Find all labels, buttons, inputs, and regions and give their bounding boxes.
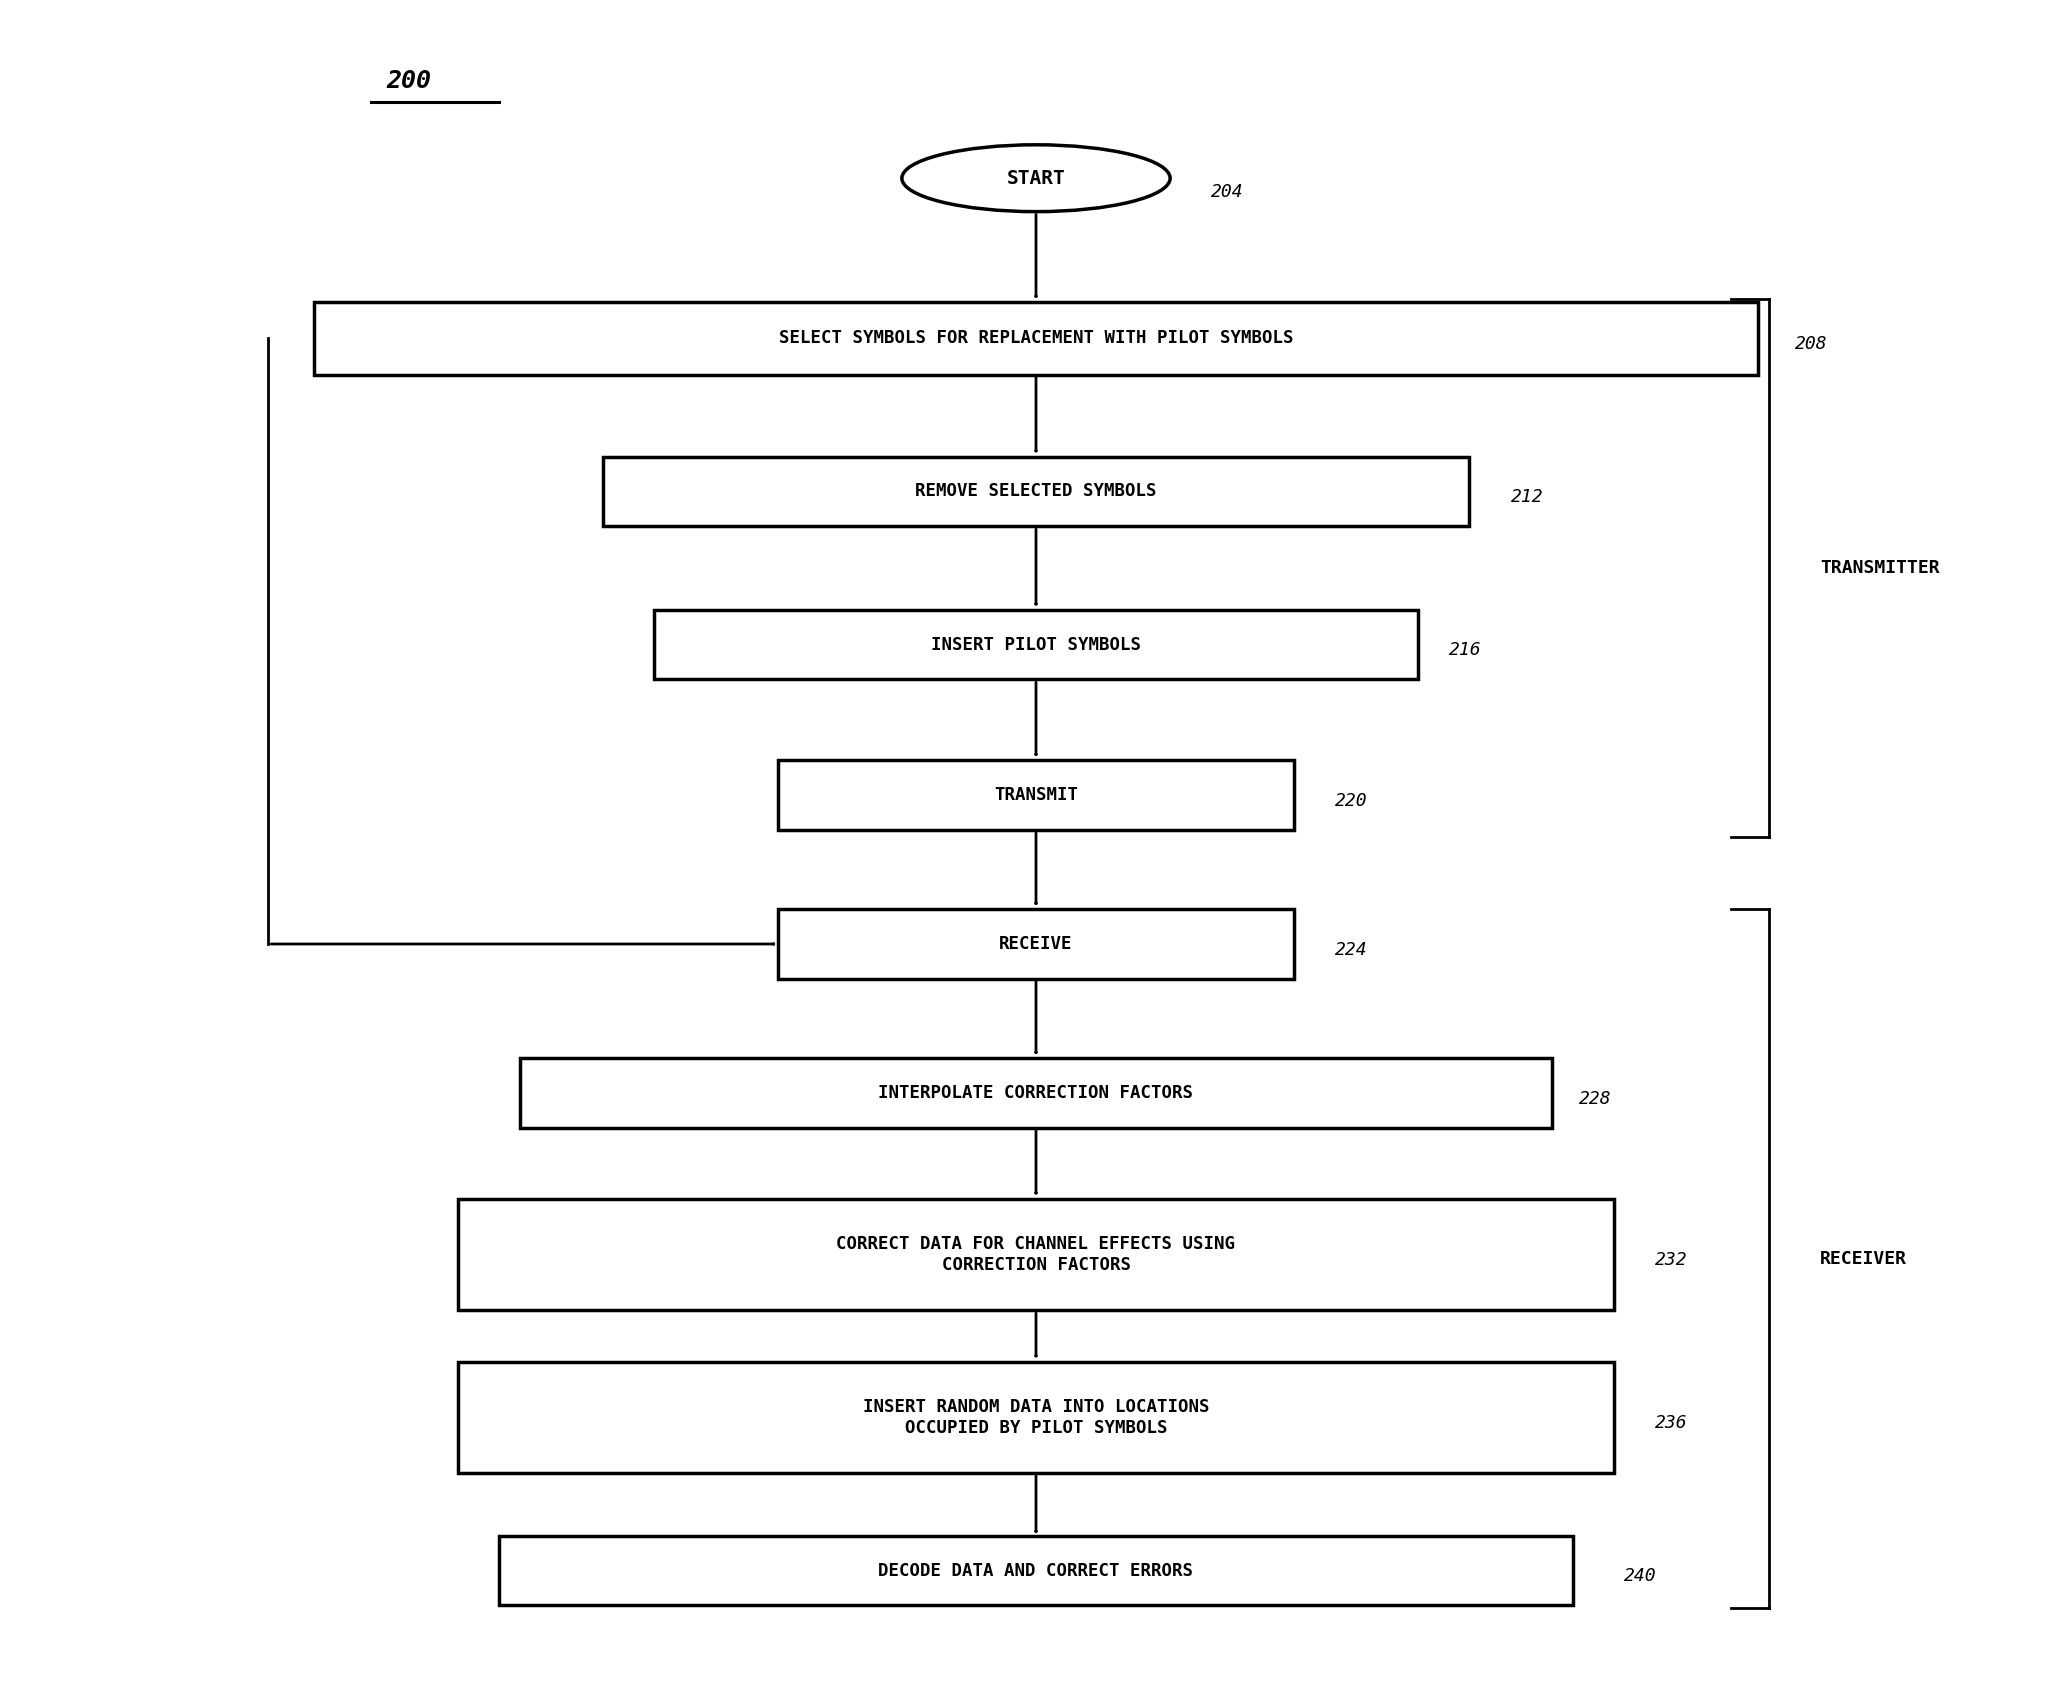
- Text: INTERPOLATE CORRECTION FACTORS: INTERPOLATE CORRECTION FACTORS: [879, 1084, 1193, 1103]
- FancyBboxPatch shape: [779, 910, 1293, 978]
- Text: TRANSMITTER: TRANSMITTER: [1819, 560, 1939, 577]
- Ellipse shape: [901, 145, 1171, 212]
- FancyBboxPatch shape: [779, 760, 1293, 830]
- Text: RECEIVER: RECEIVER: [1819, 1250, 1906, 1268]
- Text: 220: 220: [1334, 792, 1368, 809]
- Text: 200: 200: [385, 68, 431, 92]
- Text: 228: 228: [1579, 1089, 1612, 1108]
- Text: 224: 224: [1334, 941, 1368, 959]
- Text: RECEIVE: RECEIVE: [999, 935, 1073, 953]
- FancyBboxPatch shape: [458, 1362, 1614, 1473]
- Text: SELECT SYMBOLS FOR REPLACEMENT WITH PILOT SYMBOLS: SELECT SYMBOLS FOR REPLACEMENT WITH PILO…: [779, 329, 1293, 347]
- Text: 240: 240: [1624, 1567, 1658, 1586]
- Text: CORRECT DATA FOR CHANNEL EFFECTS USING
CORRECTION FACTORS: CORRECT DATA FOR CHANNEL EFFECTS USING C…: [837, 1236, 1235, 1273]
- Text: 236: 236: [1656, 1413, 1689, 1432]
- FancyBboxPatch shape: [499, 1536, 1573, 1605]
- FancyBboxPatch shape: [313, 302, 1759, 374]
- Text: 232: 232: [1656, 1251, 1689, 1268]
- FancyBboxPatch shape: [655, 609, 1417, 679]
- Text: 216: 216: [1448, 642, 1481, 659]
- Text: 204: 204: [1212, 183, 1243, 201]
- Text: START: START: [1007, 169, 1065, 188]
- Text: 208: 208: [1796, 335, 1828, 353]
- FancyBboxPatch shape: [458, 1198, 1614, 1311]
- Text: DECODE DATA AND CORRECT ERRORS: DECODE DATA AND CORRECT ERRORS: [879, 1562, 1193, 1579]
- Text: REMOVE SELECTED SYMBOLS: REMOVE SELECTED SYMBOLS: [916, 483, 1156, 500]
- Text: INSERT PILOT SYMBOLS: INSERT PILOT SYMBOLS: [930, 635, 1142, 654]
- FancyBboxPatch shape: [520, 1058, 1552, 1128]
- Text: 212: 212: [1510, 488, 1544, 505]
- Text: TRANSMIT: TRANSMIT: [995, 785, 1077, 804]
- FancyBboxPatch shape: [603, 457, 1469, 526]
- Text: INSERT RANDOM DATA INTO LOCATIONS
OCCUPIED BY PILOT SYMBOLS: INSERT RANDOM DATA INTO LOCATIONS OCCUPI…: [862, 1398, 1210, 1437]
